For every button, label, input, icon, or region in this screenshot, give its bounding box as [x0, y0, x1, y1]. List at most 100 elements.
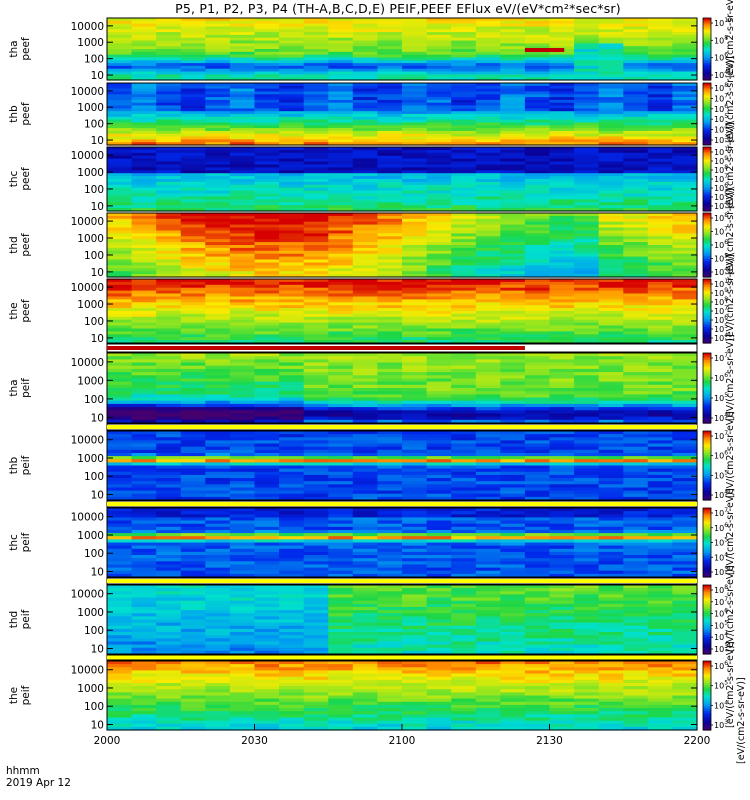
heatmap-cell: [377, 133, 403, 138]
heatmap-cell: [229, 253, 256, 258]
heatmap-cell: [426, 603, 452, 608]
heatmap-cell: [574, 155, 600, 160]
heatmap-cell: [254, 245, 280, 249]
heatmap-cell: [279, 105, 305, 109]
heatmap-cell: [451, 108, 477, 112]
heatmap-cell: [328, 274, 354, 278]
heatmap-cell: [377, 43, 403, 47]
heatmap-cell: [647, 149, 673, 154]
heatmap-cell: [156, 176, 182, 180]
heatmap-cell: [156, 585, 182, 589]
heatmap-cell: [549, 478, 575, 482]
heatmap-cell: [205, 199, 231, 203]
heatmap-cell: [131, 548, 157, 553]
heatmap-cell: [574, 40, 600, 44]
panel-frame: [106, 146, 698, 212]
heatmap-cell: [205, 456, 231, 460]
heatmap-cell: [377, 152, 403, 157]
heatmap-cell: [328, 490, 354, 495]
heatmap-cell: [451, 328, 477, 332]
heatmap-cell: [451, 359, 477, 364]
heatmap-cell: [623, 635, 649, 639]
heatmap-cell: [402, 647, 428, 652]
heatmap-cell: [574, 179, 600, 183]
heatmap-cell: [500, 558, 526, 562]
heatmap-cell: [279, 384, 305, 389]
heatmap-cell: [205, 88, 231, 92]
heatmap-cell: [647, 496, 673, 501]
heatmap-cell: [303, 368, 329, 373]
heatmap-cell: [377, 313, 403, 318]
heatmap-cell: [500, 434, 526, 438]
heatmap-cell: [180, 190, 206, 195]
heatmap-cell: [574, 381, 600, 386]
heatmap-cell: [180, 133, 206, 138]
heatmap-cell: [205, 49, 231, 53]
heatmap-cell: [426, 334, 452, 338]
heatmap-cell: [647, 32, 673, 36]
heatmap-cell: [402, 91, 428, 95]
heatmap-cell: [549, 133, 575, 138]
heatmap-cell: [107, 23, 133, 27]
heatmap-cell: [205, 271, 231, 275]
heatmap-cell: [254, 526, 280, 531]
heatmap-cell: [426, 353, 452, 357]
heatmap-cell: [524, 108, 551, 112]
heatmap-cell: [205, 247, 231, 252]
heatmap-cell: [303, 322, 329, 327]
heatmap-cell: [328, 453, 354, 457]
heatmap-cell: [475, 147, 501, 151]
heatmap-cell: [328, 313, 354, 318]
y-tick-label: 10: [91, 490, 104, 502]
heatmap-cell: [156, 526, 182, 531]
heatmap-cell: [402, 474, 428, 479]
heatmap-cell: [598, 539, 624, 544]
heatmap-cell: [549, 526, 575, 531]
heatmap-cell: [205, 319, 231, 324]
heatmap-cell: [475, 184, 501, 189]
heatmap-cell: [352, 353, 378, 357]
heatmap-cell: [623, 545, 649, 550]
heatmap-cell: [303, 459, 329, 463]
heatmap-cell: [402, 517, 428, 522]
heatmap-cell: [205, 530, 231, 534]
heatmap-cell: [180, 539, 206, 544]
heatmap-cell: [328, 125, 354, 129]
heatmap-cell: [156, 308, 182, 312]
y-tick-label: 1000: [77, 375, 104, 387]
heatmap-cell: [623, 122, 649, 126]
heatmap-cell: [352, 136, 378, 140]
heatmap-cell: [303, 208, 329, 212]
heatmap-cell: [156, 91, 182, 95]
heatmap-cell: [598, 650, 624, 655]
heatmap-cell: [574, 407, 600, 411]
heatmap-cell: [156, 548, 182, 553]
heatmap-cell: [574, 413, 600, 418]
heatmap-cell: [107, 245, 133, 249]
heatmap-cell: [352, 253, 378, 258]
heatmap-cell: [672, 375, 698, 380]
heatmap-cell: [279, 410, 305, 415]
heatmap-cell: [328, 46, 354, 50]
heatmap-cell: [156, 496, 182, 501]
heatmap-cell: [623, 287, 649, 292]
heatmap-cell: [131, 60, 157, 64]
heatmap-cell: [524, 564, 551, 569]
heatmap-cell: [426, 262, 452, 266]
heatmap-cell: [451, 530, 477, 534]
heatmap-cell: [475, 353, 501, 357]
heatmap-cell: [279, 607, 305, 611]
heatmap-cell: [402, 548, 428, 553]
heatmap-cell: [402, 190, 428, 195]
heatmap-cell: [254, 147, 280, 151]
heatmap-cell: [377, 416, 403, 421]
heatmap-cell: [549, 539, 575, 544]
heatmap-cell: [500, 353, 526, 357]
heatmap-cell: [574, 279, 600, 283]
heatmap-cell: [229, 622, 256, 627]
heatmap-cell: [426, 122, 452, 126]
heatmap-cell: [598, 508, 624, 512]
heatmap-cell: [254, 247, 280, 252]
heatmap-cell: [524, 388, 551, 392]
heatmap-cell: [303, 340, 329, 344]
